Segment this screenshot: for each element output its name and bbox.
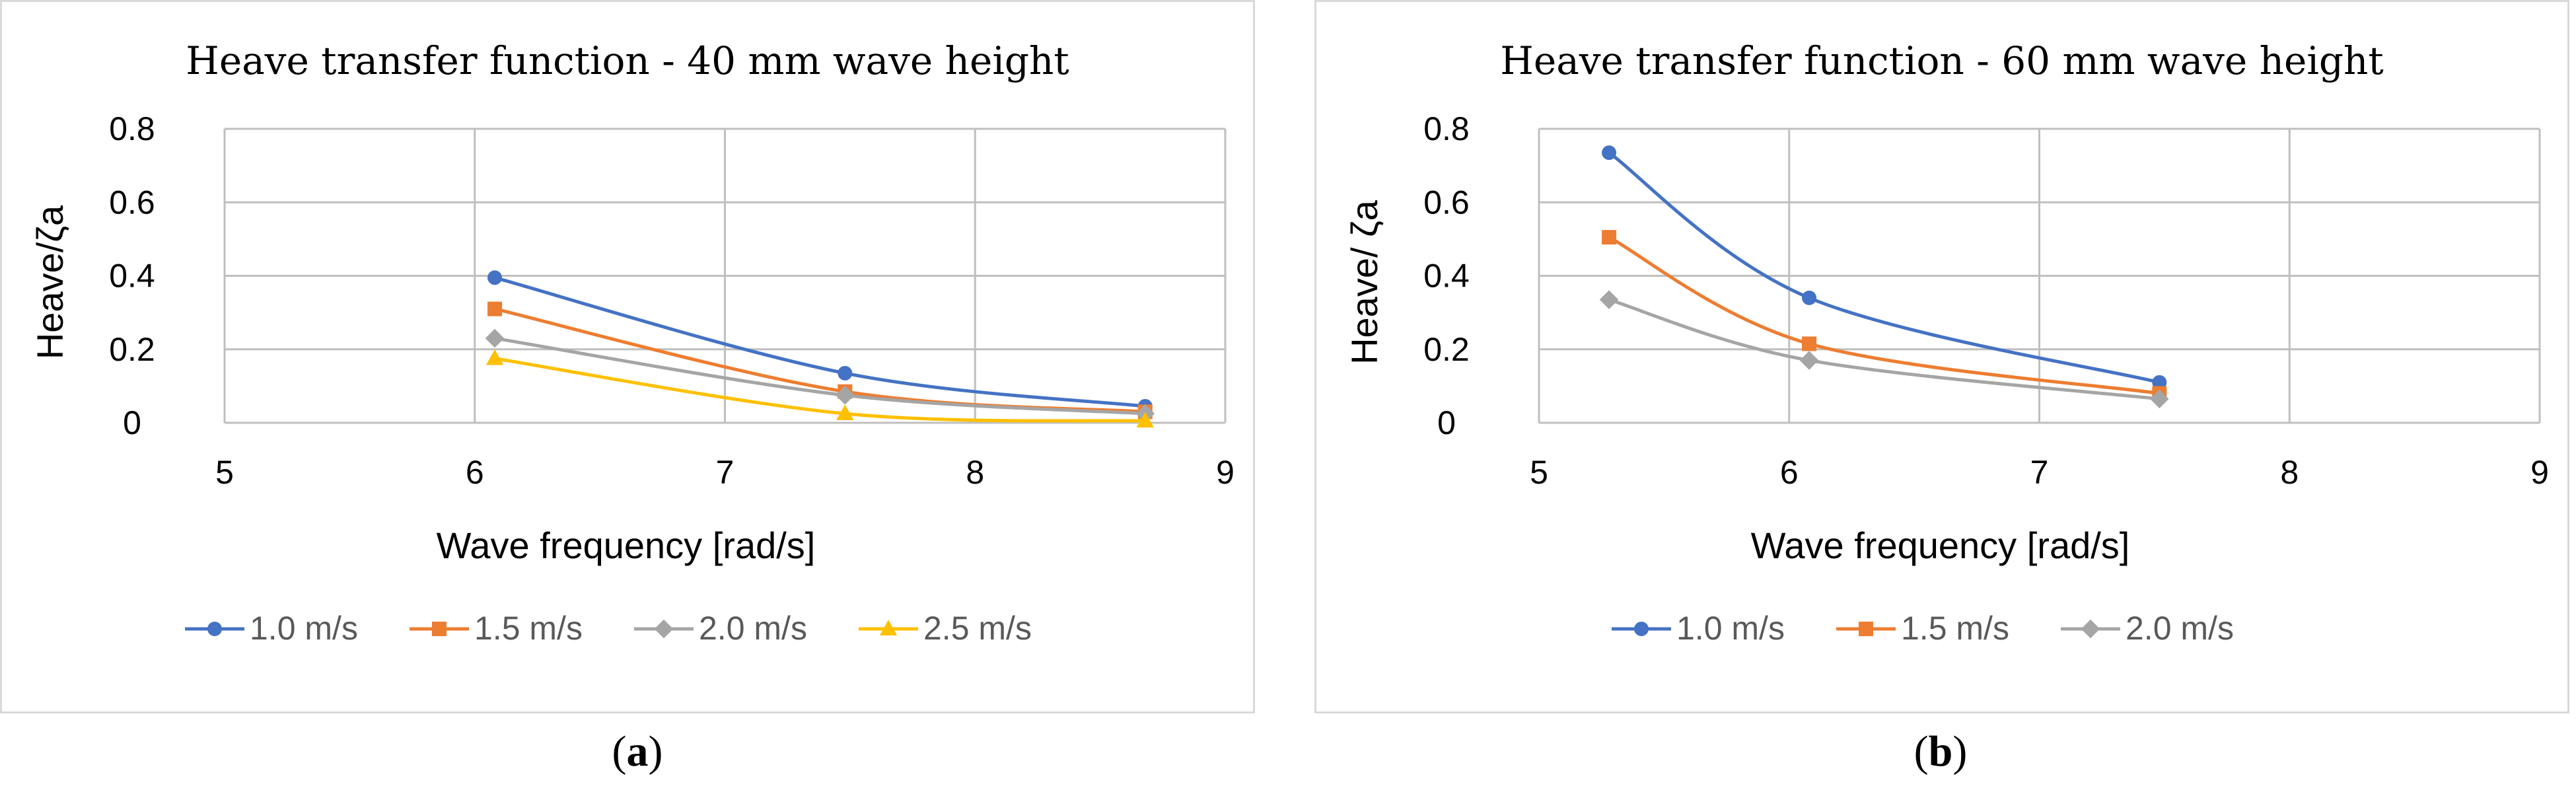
chart-a-series-2-0-m-s (485, 328, 1155, 423)
chart-b-legend-marker (2081, 619, 2100, 639)
chart-b-x-axis-title: Wave frequency [rad/s] (1751, 525, 2130, 566)
chart-a-x-tick-label: 5 (215, 454, 234, 491)
chart-a-y-tick-label: 0 (123, 404, 141, 441)
chart-a-data-point (836, 404, 854, 420)
chart-a-legend-marker (207, 622, 222, 636)
chart-b-x-tick-label: 5 (1530, 454, 1548, 491)
chart-b-gridlines (1539, 127, 2541, 423)
chart-a-legend-marker (654, 619, 674, 639)
chart-b-y-tick-label: 0 (1437, 404, 1456, 441)
chart-b-legend-label: 1.0 m/s (1676, 610, 1785, 647)
chart-b-x-tick-label: 6 (1780, 454, 1799, 491)
caption-a: (a) (612, 727, 663, 776)
chart-b-data-point (1602, 230, 1617, 245)
chart-a-frame (0, 0, 1255, 713)
chart-a-legend-label: 2.0 m/s (699, 610, 807, 647)
chart-b-y-tick-label: 0.8 (1423, 110, 1470, 147)
chart-b-legend: 1.0 m/s 1.5 m/s 2.0 m/s (1612, 610, 2234, 647)
chart-a-data-point (487, 301, 503, 316)
chart-b-frame (1314, 0, 2569, 713)
caption-b: (b) (1914, 727, 1968, 776)
chart-b-legend-label: 2.0 m/s (2126, 610, 2234, 647)
chart-b-y-tick-label: 0.2 (1423, 331, 1470, 368)
chart-b-y-tick-label: 0.6 (1423, 184, 1470, 221)
chart-b-data-point (1802, 290, 1817, 305)
chart-b-data-point (2150, 389, 2169, 409)
chart-a-gridlines (225, 127, 1227, 423)
chart-b-data-point (1802, 336, 1817, 351)
chart-a-y-tick-label: 0.8 (109, 110, 155, 147)
chart-panel-b: Heave transfer function - 60 mm wave hei… (1314, 0, 2569, 713)
chart-a-data-point (487, 270, 503, 285)
chart-a-svg: Heave transfer function - 40 mm wave hei… (0, 0, 1255, 713)
chart-b-series-line (1608, 235, 2160, 395)
chart-a-title: Heave transfer function - 40 mm wave hei… (186, 38, 1069, 83)
chart-b-y-axis-title: Heave/ ζa (1343, 200, 1385, 365)
chart-a-x-tick-label: 7 (716, 454, 734, 491)
chart-b-series-line (1608, 298, 2160, 401)
chart-b-legend-marker (1859, 622, 1873, 636)
chart-a-legend: 1.0 m/s 1.5 m/s 2.0 m/s 2.5 m/s (185, 610, 1032, 647)
chart-a-x-tick-label: 9 (1216, 454, 1234, 491)
chart-b-y-tick-label: 0.4 (1423, 258, 1470, 295)
chart-b-legend-label: 1.5 m/s (1901, 610, 2009, 647)
chart-b-data-point (1602, 145, 1617, 161)
chart-a-legend-label: 2.5 m/s (923, 610, 1032, 647)
chart-b-series-line (1608, 151, 2160, 384)
chart-b-svg: Heave transfer function - 60 mm wave hei… (1314, 0, 2569, 713)
chart-a-data-point (485, 328, 505, 348)
chart-a-y-axis-title: Heave/ζa (29, 205, 71, 359)
chart-a-legend-label: 1.5 m/s (474, 610, 583, 647)
chart-a-data-point (838, 365, 853, 381)
chart-b-data-point (2152, 375, 2167, 390)
chart-a-legend-label: 1.0 m/s (250, 610, 358, 647)
chart-a-x-tick-label: 8 (966, 454, 984, 491)
chart-b-legend-marker (1634, 622, 1649, 636)
chart-b-series-1-0-m-s (1602, 145, 2167, 390)
chart-a-data-point (1136, 412, 1154, 428)
chart-a-data-point (485, 349, 504, 365)
chart-a-x-tick-label: 6 (466, 454, 484, 491)
chart-a-y-tick-label: 0.2 (109, 331, 155, 368)
chart-a-legend-marker (432, 622, 447, 636)
chart-b-x-tick-label: 7 (2030, 454, 2049, 491)
chart-a-legend-marker (879, 620, 898, 636)
chart-a-series-1-0-m-s (487, 270, 1153, 414)
chart-b-x-tick-label: 8 (2280, 454, 2299, 491)
chart-panel-a: Heave transfer function - 40 mm wave hei… (0, 0, 1255, 713)
chart-a-y-tick-label: 0.4 (109, 258, 155, 295)
chart-b-title: Heave transfer function - 60 mm wave hei… (1500, 38, 2383, 83)
chart-a-y-tick-label: 0.6 (109, 184, 155, 221)
chart-b-x-tick-label: 9 (2530, 454, 2549, 491)
chart-a-series-2-5-m-s (485, 349, 1154, 428)
chart-a-data-point (836, 385, 855, 405)
chart-a-x-axis-title: Wave frequency [rad/s] (437, 525, 816, 566)
